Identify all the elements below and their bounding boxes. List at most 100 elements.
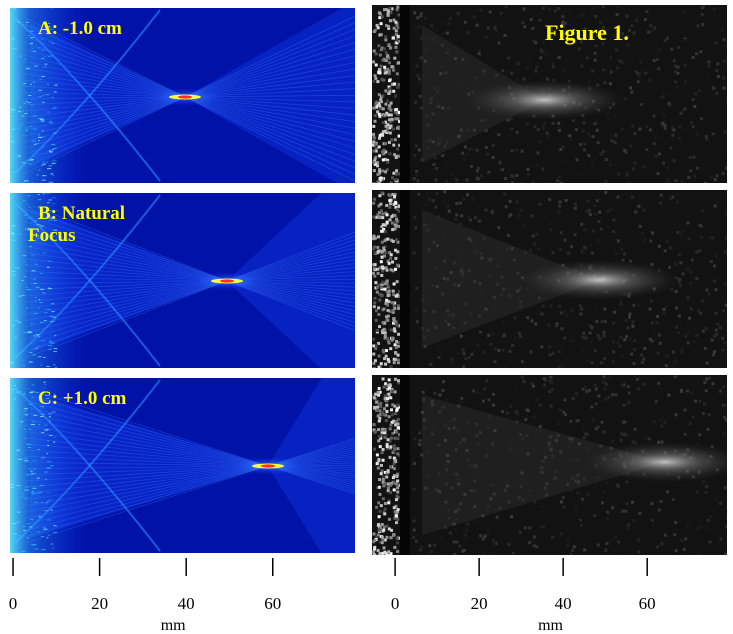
edge-speckle [392, 18, 396, 22]
noise [423, 426, 427, 430]
noise [590, 405, 594, 409]
edge-speckle [386, 259, 390, 263]
noise [718, 326, 722, 330]
edge-speckle [377, 428, 381, 432]
edge-speckle [376, 271, 380, 275]
noise [446, 277, 450, 281]
speckle [32, 128, 38, 130]
noise [659, 499, 663, 503]
noise [676, 230, 680, 234]
noise [586, 199, 590, 203]
edge-speckle [385, 444, 389, 448]
edge-speckle [388, 19, 392, 23]
noise [585, 433, 589, 437]
noise [625, 335, 629, 339]
edge-speckle [396, 541, 400, 545]
edge-speckle [383, 428, 387, 432]
speckle [39, 484, 44, 486]
speckle [30, 424, 35, 425]
edge-speckle [389, 113, 393, 117]
noise [531, 27, 535, 31]
noise [458, 440, 462, 444]
speckle [41, 340, 45, 342]
edge-speckle [386, 336, 390, 340]
noise [724, 236, 727, 240]
edge-speckle [373, 430, 377, 434]
noise [493, 347, 497, 351]
speckle [11, 271, 16, 273]
noise [711, 382, 715, 386]
noise [465, 178, 469, 182]
edge-speckle [392, 456, 396, 460]
noise [704, 491, 708, 495]
edge-speckle [394, 320, 398, 324]
noise [617, 540, 621, 544]
noise [673, 358, 677, 362]
noise [561, 21, 565, 25]
noise [621, 36, 625, 40]
noise [453, 175, 457, 179]
noise [657, 67, 661, 71]
noise [595, 128, 599, 132]
edge-speckle [386, 469, 390, 473]
noise [417, 148, 421, 152]
noise [544, 546, 548, 550]
noise [658, 201, 662, 205]
edge-speckle [384, 211, 388, 215]
noise [614, 133, 618, 137]
noise [549, 404, 553, 408]
speckle [51, 149, 54, 151]
edge-speckle [390, 221, 394, 225]
noise [695, 490, 699, 494]
noise [432, 543, 436, 547]
edge-speckle [381, 133, 385, 137]
noise [726, 286, 727, 290]
noise [602, 149, 606, 153]
speckle [23, 408, 29, 410]
noise [476, 167, 480, 171]
speckle [17, 511, 21, 513]
edge-speckle [382, 229, 386, 233]
noise [420, 158, 424, 162]
noise [479, 534, 483, 538]
noise [497, 226, 501, 230]
noise [539, 467, 543, 471]
edge-speckle [387, 193, 391, 197]
edge-speckle [376, 405, 380, 409]
noise [445, 31, 449, 35]
edge-speckle [391, 176, 395, 180]
noise [415, 174, 419, 178]
noise [597, 137, 601, 141]
noise [671, 126, 675, 130]
edge-speckle [375, 453, 379, 457]
noise [431, 112, 435, 116]
edge-speckle [381, 58, 385, 62]
noise [473, 479, 477, 483]
speckle [15, 128, 21, 130]
noise [687, 237, 691, 241]
noise [650, 339, 654, 343]
noise [726, 517, 727, 521]
speckle [37, 194, 40, 196]
noise [630, 195, 634, 199]
noise [540, 345, 544, 349]
edge-speckle [391, 431, 395, 435]
edge-speckle [389, 328, 393, 332]
noise [655, 321, 659, 325]
noise [558, 408, 562, 412]
speckle [11, 207, 14, 209]
noise [695, 52, 699, 56]
speckle [14, 398, 16, 400]
edge-speckle [382, 525, 386, 529]
noise [657, 333, 661, 337]
noise [678, 253, 682, 257]
speckle [54, 436, 57, 438]
noise [503, 332, 507, 336]
cone [422, 395, 665, 535]
noise [704, 326, 708, 330]
noise [412, 488, 416, 492]
edge-speckle [382, 47, 386, 51]
noise [587, 79, 591, 83]
noise [601, 380, 605, 384]
edge-speckle [372, 160, 376, 164]
